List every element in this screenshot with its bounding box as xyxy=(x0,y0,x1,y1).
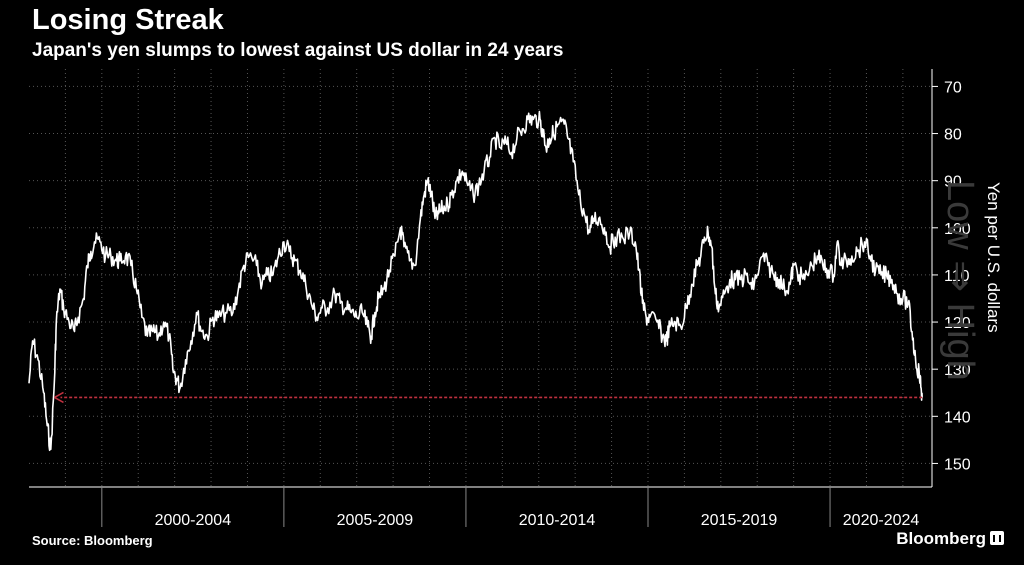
y-tick-label: 110 xyxy=(944,268,970,285)
y-tick-label: 90 xyxy=(944,174,962,191)
x-period-labels: 2000-2004 2005-2009 2010-2014 2015-2019 2020… xyxy=(101,487,920,529)
y-tick-label: 70 xyxy=(944,79,962,96)
x-period-label: 2010-2014 xyxy=(519,512,596,529)
y-tick-label: 130 xyxy=(944,362,971,379)
y-tick-label: 140 xyxy=(944,409,971,426)
y-axis-label: Yen per U.S. dollars xyxy=(984,182,1003,333)
bloomberg-logo: Bloomberg xyxy=(896,529,986,548)
annotation-layer xyxy=(54,391,923,404)
x-period-label: 2005-2009 xyxy=(337,512,414,529)
x-period-label: 2020-2024 xyxy=(843,512,920,529)
series-line xyxy=(28,110,923,452)
low-high-watermark: Low ⇒ High xyxy=(939,180,981,381)
y-tick-label: 120 xyxy=(944,315,971,332)
y-tick-label: 150 xyxy=(944,456,971,473)
bloomberg-terminal-icon xyxy=(990,531,1004,545)
x-period-label: 2015-2019 xyxy=(701,512,778,529)
x-period-label: 2000-2004 xyxy=(155,512,232,529)
chart-subtitle: Japan's yen slumps to lowest against US … xyxy=(32,40,564,61)
grid-lines xyxy=(29,69,932,487)
annotation-arrow-head xyxy=(54,391,64,404)
chart-title: Losing Streak xyxy=(32,4,224,36)
series-layer xyxy=(28,110,923,452)
axes: 70 80 90 100 110 120 130 140 150 xyxy=(29,69,971,488)
y-tick-label: 80 xyxy=(944,127,962,144)
y-tick-label: 100 xyxy=(944,221,971,238)
source-note: Source: Bloomberg xyxy=(32,533,153,548)
